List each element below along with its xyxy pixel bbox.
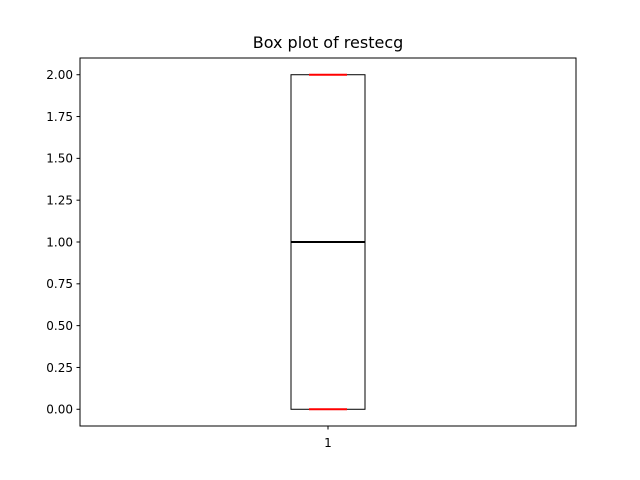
y-tick-label: 1.25 — [46, 193, 73, 207]
y-tick-label: 2.00 — [46, 68, 73, 82]
x-tick-label: 1 — [324, 436, 332, 450]
chart-title: Box plot of restecg — [252, 33, 404, 52]
y-tick-label: 0.50 — [46, 319, 73, 333]
y-tick-label: 0.25 — [46, 361, 73, 375]
y-tick-label: 1.00 — [46, 235, 73, 249]
boxes-group — [290, 73, 366, 411]
y-tick-label: 0.00 — [46, 403, 73, 417]
x-axis: 1 — [324, 426, 332, 450]
y-tick-label: 1.75 — [46, 110, 73, 124]
y-tick-label: 0.75 — [46, 277, 73, 291]
y-axis: 0.00 0.25 0.50 0.75 1.00 1.25 1.50 1.75 2.00 — [46, 68, 80, 417]
y-tick-label: 1.50 — [46, 152, 73, 166]
